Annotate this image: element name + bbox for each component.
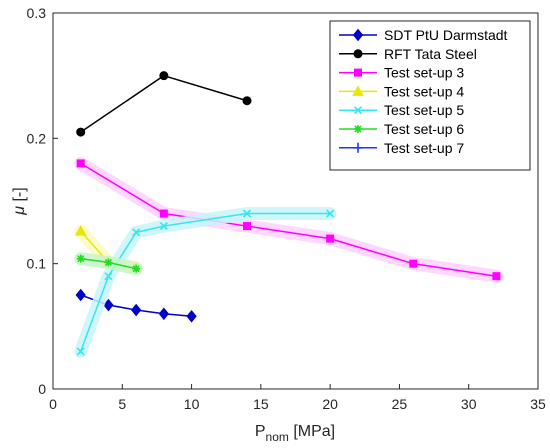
axis-ticks: 0 5 10 15 20 25 30 35 0 0.1 0.2 0.3	[27, 5, 546, 412]
legend-label: Test set-up 3	[384, 65, 464, 81]
legend-marker	[354, 125, 362, 133]
legend: SDT PtU Darmstadt RFT Tata Steel Test set-…	[329, 20, 531, 171]
legend-item: Test set-up 3	[339, 65, 464, 81]
legend-label: SDT PtU Darmstadt	[384, 27, 508, 43]
data-point	[242, 96, 252, 106]
x-tick-label: 10	[184, 396, 200, 412]
series-layer	[74, 71, 503, 358]
legend-item: RFT Tata Steel	[339, 46, 477, 62]
plot-area-frame	[52, 12, 539, 390]
legend-item: SDT PtU Darmstadt	[339, 27, 508, 43]
x-axis-label-main: P	[255, 423, 266, 440]
data-point	[409, 259, 418, 268]
series-5	[74, 207, 337, 358]
data-point	[103, 298, 114, 312]
y-tick-label: 0.2	[27, 130, 47, 146]
data-point	[159, 209, 168, 218]
series-line	[80, 74, 248, 133]
x-tick-label: 20	[322, 396, 338, 412]
legend-label: RFT Tata Steel	[384, 46, 477, 62]
data-point	[132, 228, 141, 237]
data-point	[76, 127, 86, 137]
legend-item: Test set-up 5	[339, 102, 464, 118]
x-axis-label: Pnom [MPa]	[255, 423, 335, 444]
x-tick-label: 5	[118, 396, 126, 412]
x-tick-label: 35	[530, 396, 546, 412]
legend-marker	[354, 68, 362, 77]
legend-label: Test set-up 4	[384, 83, 464, 99]
legend-items: SDT PtU Darmstadt RFT Tata Steel Test set-…	[339, 27, 508, 156]
y-axis-label-unit: [-]	[11, 187, 28, 206]
x-tick-label: 15	[253, 396, 269, 412]
series-6	[74, 252, 143, 276]
series-2	[76, 71, 252, 137]
legend-item: Test set-up 7	[339, 140, 464, 156]
series-1	[75, 288, 197, 323]
series-3	[74, 156, 503, 283]
data-point	[76, 254, 85, 263]
data-point	[492, 272, 501, 281]
data-point	[130, 303, 142, 317]
y-tick-label: 0.3	[27, 5, 47, 21]
legend-item: Test set-up 4	[339, 83, 464, 99]
data-point	[74, 225, 87, 236]
data-point	[186, 310, 197, 323]
legend-item: Test set-up 6	[339, 121, 464, 137]
data-point	[104, 258, 113, 267]
data-point	[326, 234, 335, 243]
x-axis-label-unit: [MPa]	[289, 423, 335, 440]
legend-marker	[353, 106, 363, 115]
legend-label: Test set-up 7	[384, 140, 464, 156]
y-tick-label: 0.1	[27, 256, 47, 272]
y-axis-label: μ [-]	[11, 187, 28, 215]
data-point	[75, 288, 86, 302]
legend-marker	[353, 49, 363, 59]
legend-marker	[353, 142, 363, 153]
x-tick-label: 0	[49, 396, 57, 412]
series-line	[80, 212, 331, 352]
data-point	[76, 159, 85, 168]
data-point	[159, 222, 168, 231]
data-point	[76, 347, 85, 356]
data-point	[243, 222, 251, 231]
legend-label: Test set-up 5	[384, 102, 464, 118]
data-point	[158, 307, 170, 321]
legend-marker	[352, 28, 364, 42]
data-point	[326, 209, 335, 218]
x-tick-label: 25	[392, 396, 408, 412]
legend-label: Test set-up 6	[384, 121, 464, 137]
series-line	[80, 162, 497, 277]
data-point	[104, 272, 113, 281]
data-point	[242, 209, 252, 218]
data-point	[159, 71, 169, 81]
legend-marker	[352, 85, 364, 96]
x-axis-label-subscript: nom	[266, 430, 289, 444]
data-point	[132, 264, 141, 273]
x-tick-label: 30	[461, 396, 477, 412]
y-tick-label: 0	[38, 381, 46, 397]
y-axis-label-greek: μ	[11, 206, 28, 216]
